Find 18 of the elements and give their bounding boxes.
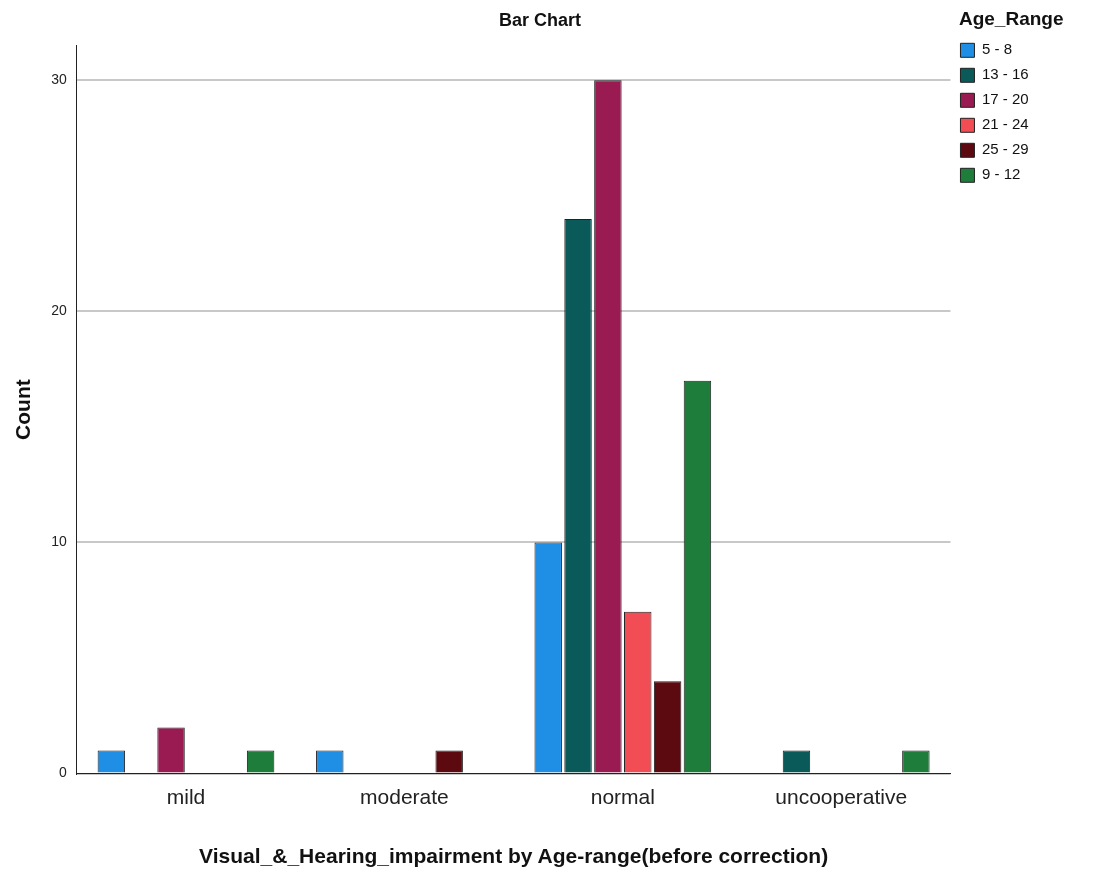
chart-title: Bar Chart bbox=[498, 9, 582, 30]
x-tick-label: normal bbox=[590, 785, 655, 808]
legend-label: 25 - 29 bbox=[981, 140, 1063, 158]
y-tick-label: 10 bbox=[51, 533, 67, 550]
y-tick-label: 20 bbox=[51, 302, 67, 319]
legend-label: 17 - 20 bbox=[981, 90, 1063, 108]
x-tick-label: mild bbox=[166, 785, 206, 808]
y-tick-label: 30 bbox=[51, 71, 67, 88]
legend-label: 13 - 16 bbox=[981, 65, 1063, 83]
x-tick-label: moderate bbox=[360, 785, 449, 808]
x-tick-label: uncooperative bbox=[775, 785, 908, 808]
legend-label: 9 - 12 bbox=[981, 165, 1054, 183]
legend-label: 21 - 24 bbox=[981, 115, 1063, 133]
y-axis-title: Count bbox=[11, 379, 35, 440]
y-tick-label: 0 bbox=[58, 764, 67, 781]
x-axis-title: Visual_&_Hearing_impairment by Age-range(before correction) bbox=[199, 844, 829, 868]
legend-label: 5 - 8 bbox=[981, 40, 1046, 58]
legend-title: Age_Range bbox=[958, 7, 1064, 29]
